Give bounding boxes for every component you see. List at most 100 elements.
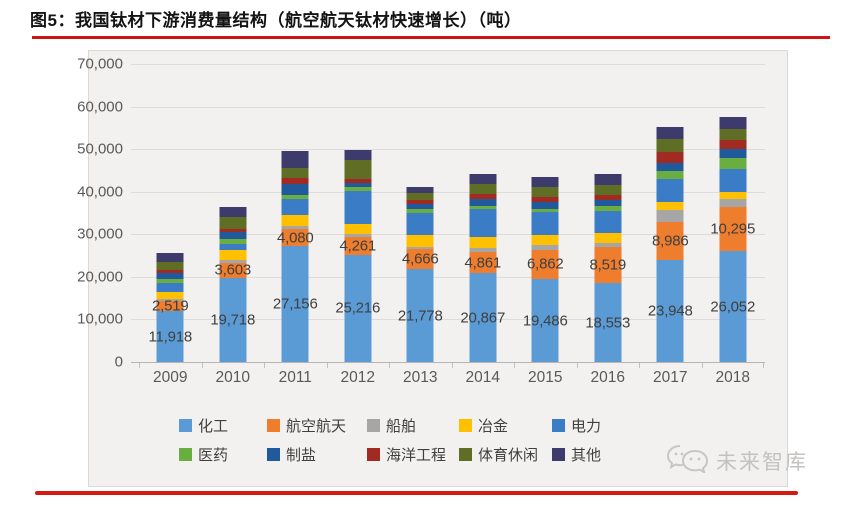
bar-segment-化工 <box>469 273 497 362</box>
bar-segment-电力 <box>469 209 497 237</box>
y-tick-label: 70,000 <box>77 55 123 73</box>
bar-segment-冶金 <box>281 215 309 226</box>
bar-segment-航空航天 <box>344 236 372 255</box>
bar-slot-2016: 18,553 8,519 <box>576 64 640 368</box>
legend-item-航空航天: 航空航天 <box>267 415 367 436</box>
bar-segment-航空航天 <box>219 262 247 279</box>
bar-segment-制盐 <box>406 203 434 210</box>
bar-segment-海洋工程 <box>531 196 559 202</box>
bar-segment-航空航天 <box>719 207 747 252</box>
bar-segment-制盐 <box>469 198 497 206</box>
bar-segment-电力 <box>719 169 747 193</box>
watermark-text: 未来智库 <box>716 450 808 474</box>
stacked-bar-2015 <box>531 177 559 362</box>
legend-item-电力: 电力 <box>552 415 632 436</box>
bar-segment-电力 <box>281 198 309 216</box>
x-tick-label: 2018 <box>715 369 750 386</box>
bar-segment-化工 <box>219 278 247 362</box>
stacked-bar-2018 <box>719 117 747 362</box>
chat-bubbles-logo-icon <box>666 443 710 478</box>
bar-segment-冶金 <box>719 192 747 200</box>
legend-item-船舶: 船舶 <box>367 415 459 436</box>
bar-segment-体育休闲 <box>344 160 372 179</box>
x-tick-label: 2012 <box>340 369 375 386</box>
bar-segment-医药 <box>719 157 747 169</box>
bar-segment-船舶 <box>594 242 622 247</box>
bar-segment-化工 <box>344 254 372 362</box>
bar-segment-其他 <box>406 186 434 194</box>
bar-segment-制盐 <box>719 149 747 158</box>
bar-segment-冶金 <box>156 291 184 300</box>
bar-segment-医药 <box>156 279 184 284</box>
bar-segment-化工 <box>156 311 184 362</box>
bar-segment-其他 <box>219 206 247 217</box>
legend-swatch-船舶 <box>367 419 380 432</box>
stacked-bar-2010 <box>219 206 247 362</box>
bar-slot-2015: 19,486 6,862 <box>514 64 577 368</box>
value-label-航空航天: 8,519 <box>589 256 627 274</box>
value-label-航空航天: 10,295 <box>710 220 756 238</box>
value-label-航空航天: 2,519 <box>151 297 189 315</box>
bar-segment-化工 <box>594 283 622 362</box>
legend-row-1: 化工 航空航天 船舶 冶金 电力 <box>179 415 632 436</box>
legend-label: 医药 <box>198 447 229 464</box>
bar-segment-电力 <box>344 190 372 224</box>
bar-slot-2013: 21,778 4,666 <box>389 64 452 368</box>
bar-segment-医药 <box>656 170 684 179</box>
bar-segment-体育休闲 <box>469 184 497 194</box>
bar-segment-制盐 <box>531 201 559 209</box>
bar-segment-冶金 <box>469 236 497 249</box>
bar-segment-其他 <box>281 150 309 168</box>
bar-segment-化工 <box>281 246 309 362</box>
bar-segment-其他 <box>656 127 684 140</box>
legend-label: 体育休闲 <box>478 447 539 464</box>
bar-segment-航空航天 <box>281 229 309 247</box>
stacked-bar-2009 <box>156 253 184 362</box>
gridline <box>131 319 765 321</box>
y-tick-label: 40,000 <box>77 183 123 201</box>
bar-segment-航空航天 <box>406 249 434 270</box>
bar-segment-其他 <box>594 174 622 185</box>
bar-segment-医药 <box>281 194 309 199</box>
bar-segment-冶金 <box>344 223 372 234</box>
bar-segment-船舶 <box>719 199 747 208</box>
gridline <box>131 234 765 236</box>
y-tick-label: 50,000 <box>77 140 123 158</box>
bar-segment-化工 <box>719 251 747 362</box>
bar-segment-医药 <box>344 187 372 191</box>
bar-segment-制盐 <box>594 199 622 207</box>
bar-segment-体育休闲 <box>156 262 184 271</box>
y-tick-label: 20,000 <box>77 268 123 286</box>
bar-segment-制盐 <box>156 273 184 280</box>
bar-segment-船舶 <box>156 299 184 301</box>
value-label-化工: 11,918 <box>148 328 193 346</box>
bar-segment-医药 <box>531 208 559 212</box>
bar-segment-电力 <box>156 283 184 292</box>
value-label-化工: 19,718 <box>210 311 256 329</box>
bar-segment-电力 <box>406 212 434 235</box>
stacked-bar-2013 <box>406 186 434 362</box>
bar-segment-航空航天 <box>156 300 184 312</box>
bar-slot-2010: 19,718 3,603 <box>201 64 265 368</box>
x-tick-label: 2009 <box>153 369 188 386</box>
legend-swatch-电力 <box>552 419 565 432</box>
gridline <box>131 106 765 108</box>
value-label-航空航天: 8,986 <box>651 232 689 250</box>
bar-segment-航空航天 <box>469 252 497 274</box>
y-tick-label: 30,000 <box>77 225 123 243</box>
bar-segment-其他 <box>469 174 497 185</box>
bar-segment-船舶 <box>344 233 372 237</box>
x-axis-labels: 2009 2010 2011 2012 2013 2014 2015 2016 2017 2018 <box>131 369 772 387</box>
bar-segment-冶金 <box>219 250 247 261</box>
bar-segment-海洋工程 <box>469 193 497 199</box>
x-axis-line <box>131 362 765 363</box>
x-tick-label: 2016 <box>590 369 625 386</box>
bar-segment-海洋工程 <box>719 140 747 150</box>
bar-segment-海洋工程 <box>219 228 247 232</box>
legend-item-医药: 医药 <box>179 444 267 465</box>
bar-segment-医药 <box>406 209 434 213</box>
value-label-航空航天: 3,603 <box>214 261 252 279</box>
bar-segment-海洋工程 <box>406 200 434 204</box>
legend-swatch-制盐 <box>267 448 280 461</box>
legend-label: 其他 <box>571 447 602 464</box>
